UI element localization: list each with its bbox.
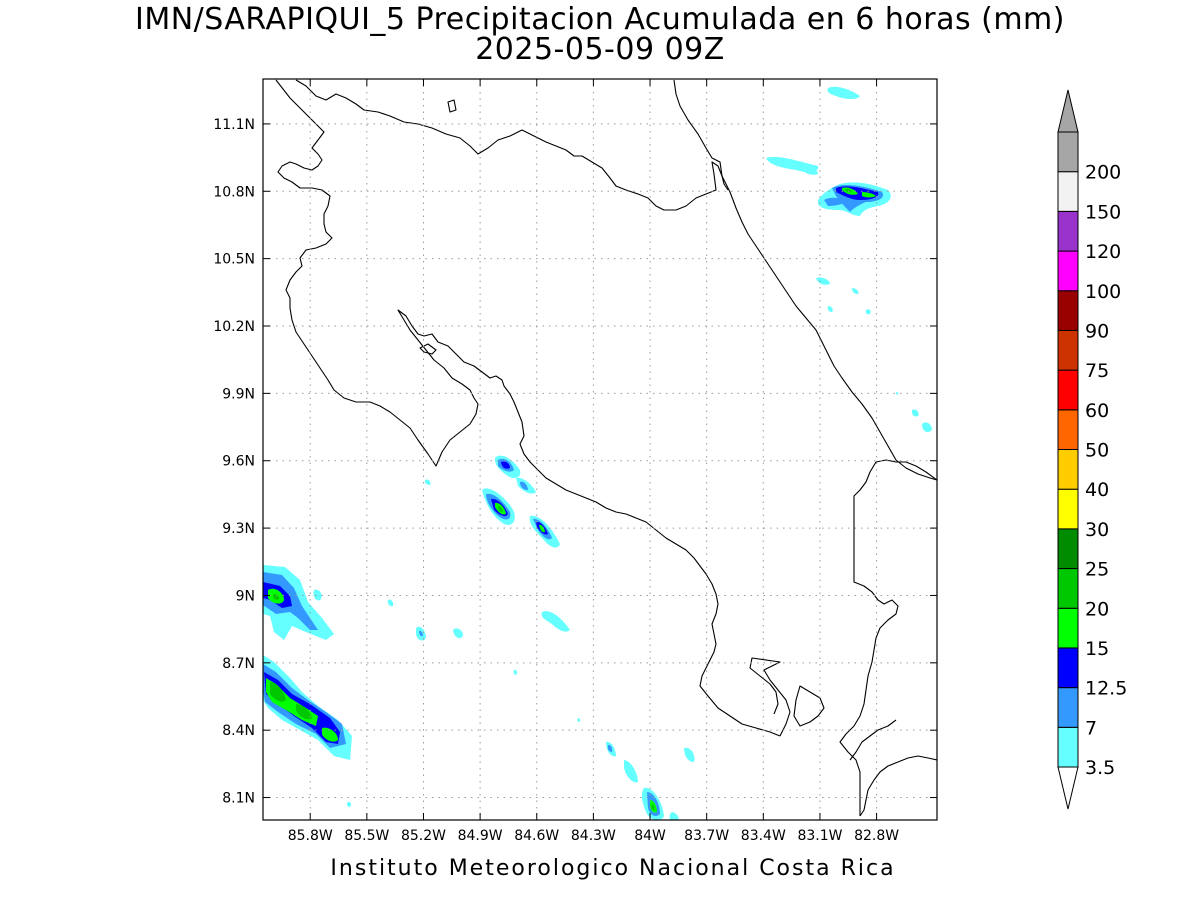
colorbar-swatch [1057, 210, 1079, 252]
colorbar-extend-low [1057, 766, 1079, 810]
grid-lines [263, 79, 937, 820]
precip-cell-west-9n [263, 565, 334, 640]
footer-credit: Instituto Meteorologico Nacional Costa R… [330, 856, 896, 881]
colorbar-swatch [1057, 726, 1079, 768]
colorbar-swatch [1057, 171, 1079, 212]
colorbar-label: 75 [1085, 360, 1109, 382]
lat-tick-label: 9.6N [222, 454, 255, 470]
nicaragua-lake-islands [419, 343, 437, 355]
precip-cell-caribbean [766, 86, 932, 432]
colorbar-swatch [1057, 647, 1079, 689]
lon-tick-label: 85.2W [401, 828, 446, 844]
colorbar-label: 90 [1085, 320, 1109, 342]
lon-tick-label: 83.7W [684, 828, 729, 844]
colorbar-swatch [1057, 290, 1079, 331]
colorbar-label: 3.5 [1085, 757, 1115, 779]
lon-tick-label: 84.3W [571, 828, 616, 844]
colorbar-label: 15 [1085, 638, 1109, 660]
colorbar-swatch [1057, 449, 1079, 490]
lat-tick-label: 8.7N [222, 656, 255, 672]
lat-tick-label: 9N [236, 588, 255, 604]
colorbar-label: 20 [1085, 598, 1109, 620]
colorbar-label: 60 [1085, 400, 1109, 422]
colorbar-label: 200 [1085, 162, 1121, 184]
colorbar-swatch [1057, 488, 1079, 530]
panama-coast-south [859, 755, 937, 817]
colorbar-swatch [1057, 568, 1079, 609]
colorbar-swatch [1057, 607, 1079, 649]
lat-tick-label: 8.4N [222, 723, 255, 739]
colorbar-label: 150 [1085, 201, 1121, 223]
nicaragua-coast-north [275, 79, 781, 737]
colorbar-label: 25 [1085, 559, 1109, 581]
coastlines [275, 79, 937, 817]
colorbar-label: 100 [1085, 281, 1121, 303]
golfito-coast [793, 685, 825, 727]
colorbar-label: 30 [1085, 519, 1109, 541]
lon-tick-label: 84.6W [514, 828, 559, 844]
panama-border [839, 459, 937, 816]
lat-tick-label: 9.9N [222, 386, 255, 402]
colorbar-swatch [1057, 250, 1079, 292]
lon-tick-label: 84W [634, 828, 666, 844]
colorbar-extend-high [1057, 89, 1079, 133]
lon-tick-label: 83.4W [741, 828, 786, 844]
map-subtitle: 2025-05-09 09Z [475, 32, 725, 67]
colorbar: 3.5 7 12.5 15 20 25 30 40 50 60 75 90 100 120 150 200 [1057, 89, 1127, 810]
colorbar-label: 7 [1085, 717, 1097, 739]
lat-ticks: 8.1N 8.4N 8.7N 9N 9.3N 9.6N 9.9N 10.2N 10.5N 10.8… [213, 117, 937, 807]
lon-tick-label: 82.8W [854, 828, 899, 844]
map-title: IMN/SARAPIQUI_5 Precipitacion Acumulada … [135, 2, 1065, 37]
precip-cell-nicoya [424, 455, 560, 548]
precip-cell-central [387, 599, 695, 820]
lat-tick-label: 9.3N [222, 521, 255, 537]
colorbar-swatch [1057, 329, 1079, 371]
lat-tick-label: 11.1N [213, 117, 255, 133]
map-frame [262, 78, 938, 821]
colorbar-label: 40 [1085, 479, 1109, 501]
north-east-coast [673, 79, 937, 481]
colorbar-swatch [1057, 409, 1079, 450]
colorbar-label: 120 [1085, 241, 1121, 263]
lat-tick-label: 10.2N [213, 319, 255, 335]
colorbar-swatch [1057, 369, 1079, 411]
lon-ticks: 85.8W 85.5W 85.2W 84.9W 84.6W 84.3W 84W 83.7W 83… [288, 79, 899, 844]
lon-tick-label: 84.9W [458, 828, 503, 844]
colorbar-label: 50 [1085, 440, 1109, 462]
osa-peninsula [749, 657, 791, 737]
north-shore [295, 79, 729, 211]
colorbar-swatch [1057, 131, 1079, 173]
lat-tick-label: 8.1N [222, 791, 255, 807]
lon-tick-label: 85.8W [288, 828, 333, 844]
lon-tick-label: 83.1W [797, 828, 842, 844]
colorbar-swatch [1057, 687, 1079, 728]
panama-coast-east [849, 719, 897, 761]
colorbar-swatch [1057, 528, 1079, 570]
lat-tick-label: 10.5N [213, 252, 255, 268]
colorbar-label: 12.5 [1085, 678, 1127, 700]
small-island [447, 99, 457, 113]
lon-tick-label: 85.5W [344, 828, 389, 844]
precipitation-field [263, 86, 932, 820]
precip-cell-west-8-5n [263, 655, 352, 807]
lat-tick-label: 10.8N [213, 184, 255, 200]
